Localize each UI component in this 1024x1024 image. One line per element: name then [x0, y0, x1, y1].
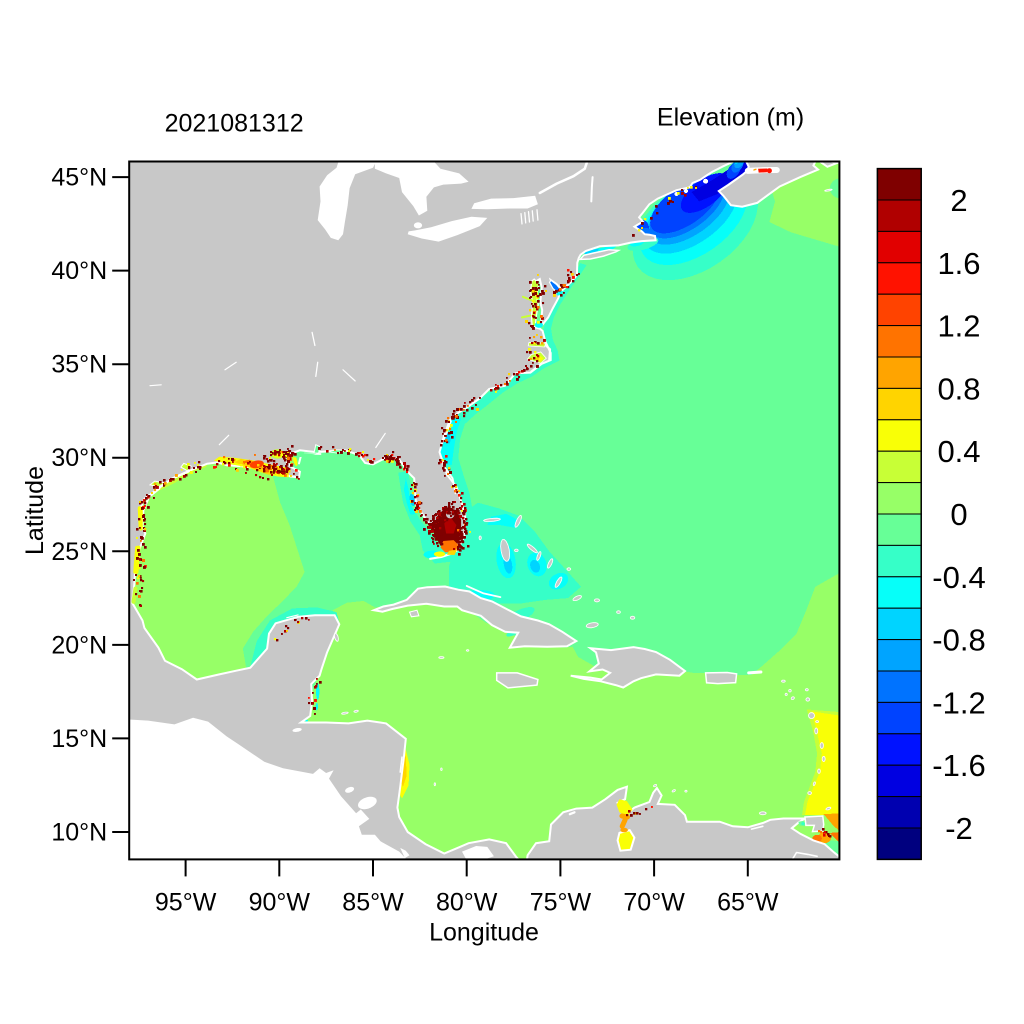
svg-text:1.2: 1.2	[937, 309, 980, 344]
svg-text:-0.8: -0.8	[932, 623, 985, 658]
svg-text:90°W: 90°W	[249, 888, 311, 916]
svg-text:95°W: 95°W	[155, 888, 217, 916]
svg-text:2021081312: 2021081312	[165, 110, 304, 138]
svg-text:-2: -2	[945, 811, 973, 846]
svg-text:70°W: 70°W	[623, 888, 685, 916]
svg-text:0: 0	[950, 497, 967, 532]
svg-text:15°N: 15°N	[51, 725, 107, 753]
svg-text:Latitude: Latitude	[21, 466, 49, 555]
svg-text:0.8: 0.8	[937, 371, 980, 406]
svg-text:2: 2	[950, 183, 967, 218]
svg-text:Longitude: Longitude	[429, 919, 539, 947]
svg-text:1.6: 1.6	[937, 246, 980, 281]
svg-text:80°W: 80°W	[436, 888, 498, 916]
svg-text:20°N: 20°N	[51, 631, 107, 659]
svg-text:40°N: 40°N	[51, 257, 107, 285]
svg-text:-1.6: -1.6	[932, 748, 985, 783]
svg-text:35°N: 35°N	[51, 351, 107, 379]
svg-text:75°W: 75°W	[530, 888, 592, 916]
svg-text:-1.2: -1.2	[932, 685, 985, 720]
svg-text:Elevation (m): Elevation (m)	[657, 104, 804, 132]
svg-text:65°W: 65°W	[717, 888, 779, 916]
svg-text:45°N: 45°N	[51, 164, 107, 192]
svg-text:10°N: 10°N	[51, 819, 107, 847]
svg-text:0.4: 0.4	[937, 434, 980, 469]
svg-text:85°W: 85°W	[342, 888, 404, 916]
svg-text:-0.4: -0.4	[932, 560, 985, 595]
svg-text:30°N: 30°N	[51, 444, 107, 472]
svg-text:25°N: 25°N	[51, 538, 107, 566]
